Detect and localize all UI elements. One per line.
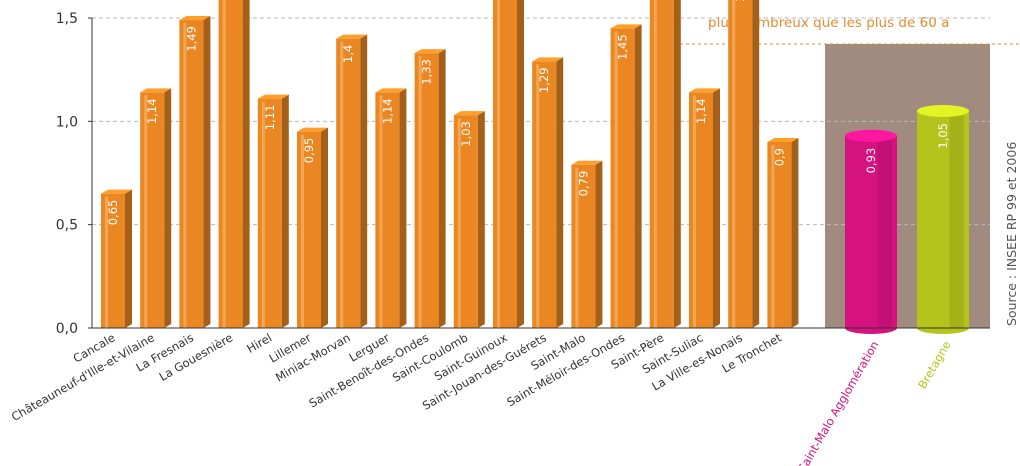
bar [571, 160, 603, 328]
bar [689, 88, 720, 328]
bar [336, 34, 368, 329]
bar [453, 111, 485, 328]
bar-value-label: 0,95 [302, 138, 316, 164]
reference-value-label: 0,93 [864, 148, 878, 174]
source-note: Source : INSEE RP 99 et 2006 [1004, 142, 1019, 326]
bar-value-label: 1,4 [341, 45, 355, 63]
reference-cylinder [845, 129, 897, 334]
bar-value-label: 1,14 [145, 98, 159, 124]
bar-value-label: 1,11 [263, 105, 277, 131]
y-tick-label: 0,5 [56, 218, 78, 234]
bar-value-label: 1,14 [380, 98, 394, 124]
bar-value-label: 1,33 [420, 59, 434, 85]
callout-box [660, 0, 1020, 45]
bar-value-label: 1,14 [694, 98, 708, 124]
bars: 0,65Cancale1,14Châteauneuf-d'Ille-et-Vil… [9, 0, 799, 424]
y-tick-label: 1,5 [56, 11, 78, 27]
callout-text: plus nombreux que les plus de 60 a [708, 15, 949, 31]
bar [414, 49, 446, 328]
bar [140, 88, 172, 328]
y-tick-label: 1,0 [56, 114, 78, 130]
bar [767, 137, 799, 328]
bar-value-label: 1,29 [537, 67, 551, 93]
bar [728, 0, 760, 328]
bar [179, 16, 211, 328]
bar [532, 57, 564, 329]
y-tick-label: 0,0 [56, 321, 78, 337]
bar [257, 94, 289, 328]
bar [101, 189, 132, 328]
bar-value-label: 1,49 [184, 26, 198, 52]
reference-cylinder [917, 104, 969, 334]
reference-value-label: 1,05 [936, 123, 950, 149]
bar-value-label: 1,73 [733, 0, 747, 2]
bar-value-label: 1,45 [616, 34, 630, 60]
bar-value-label: 1,03 [459, 121, 473, 147]
reference-cylinders: 0,93 Saint-Malo Agglomération 1,05 Bretagne [795, 104, 969, 466]
bar [493, 0, 524, 328]
reference-label: Bretagne [915, 339, 953, 392]
bar [297, 127, 328, 328]
bar-value-label: 0,9 [772, 148, 786, 166]
bar [649, 0, 681, 329]
category-label: Châteauneuf-d'Ille-et-Vilaine [9, 330, 157, 423]
bar-value-label: 0,65 [106, 200, 120, 226]
bar-value-label: 0,79 [576, 171, 590, 197]
bar [610, 24, 642, 329]
bar [375, 88, 407, 328]
reference-label: Saint-Malo Agglomération [795, 339, 882, 466]
bar [218, 0, 250, 328]
